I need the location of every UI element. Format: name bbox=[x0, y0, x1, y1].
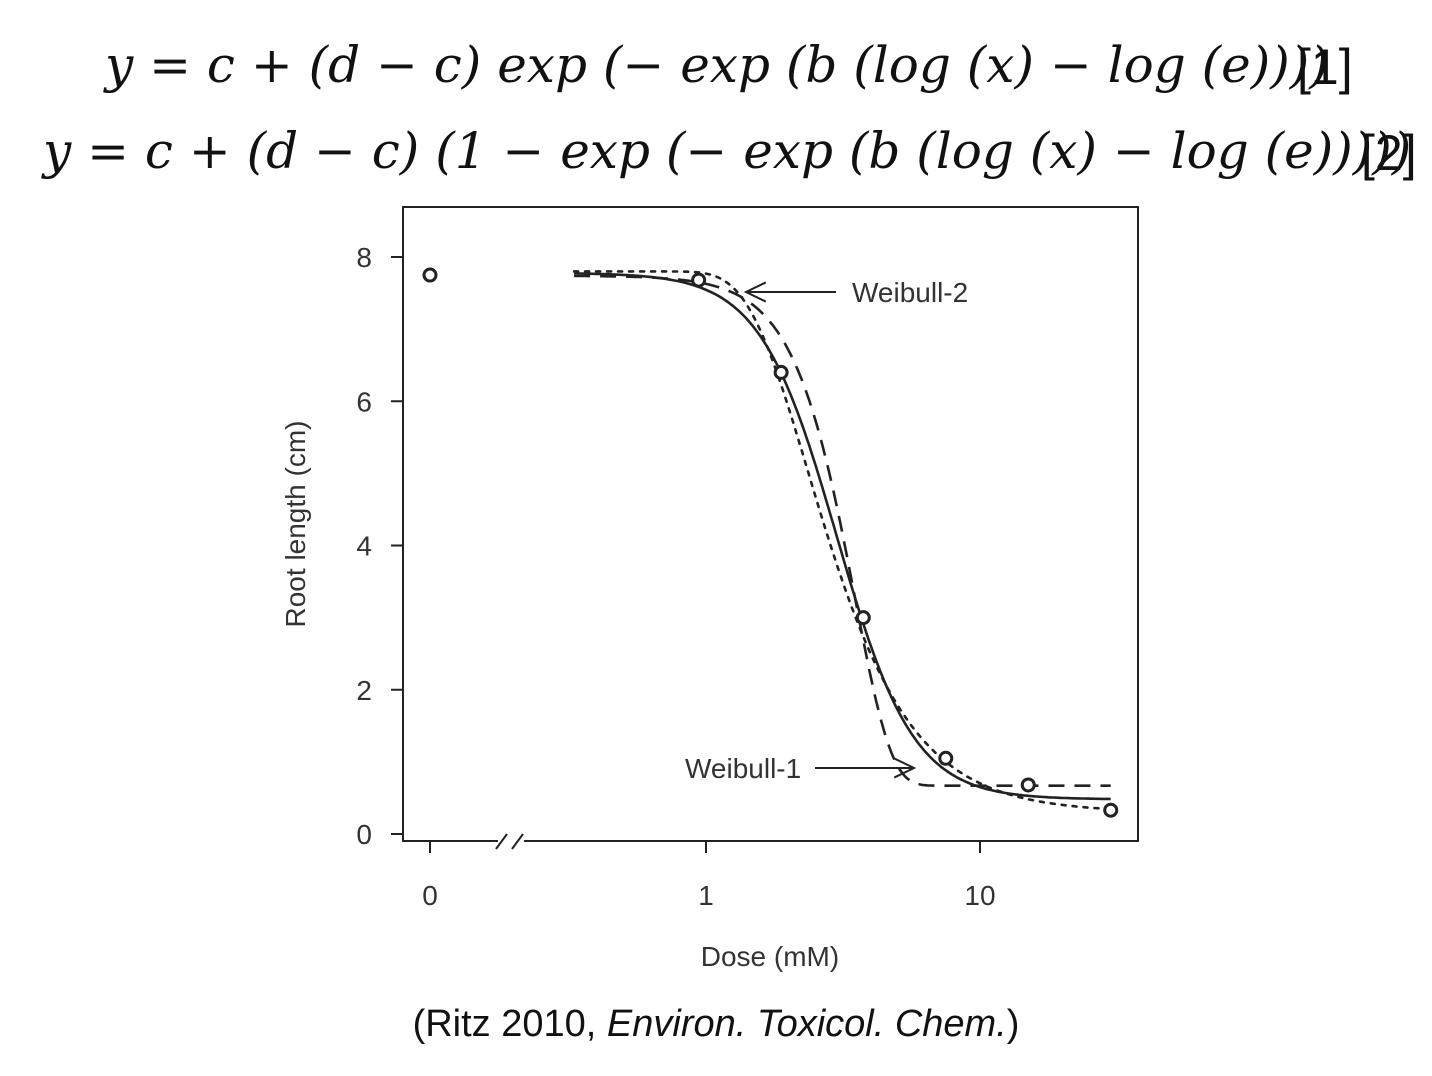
equation-2: y = c + (d − c) (1 − exp (− exp (b (log … bbox=[43, 122, 1423, 192]
axis-break-mark bbox=[495, 833, 508, 850]
y-tick-label: 0 bbox=[356, 819, 372, 850]
annotation-weibull-2: Weibull-2 bbox=[852, 277, 968, 308]
citation: (Ritz 2010, Environ. Toxicol. Chem.) bbox=[0, 1003, 1432, 1046]
equation-2-expression: y = c + (d − c) (1 − exp (− exp (b (log … bbox=[43, 122, 1412, 180]
curve-dotted bbox=[572, 270, 1112, 811]
data-point bbox=[1103, 802, 1119, 818]
data-points bbox=[422, 267, 1119, 818]
fitted-curves bbox=[572, 270, 1112, 811]
annotation-arrow-head bbox=[893, 757, 917, 779]
axis-break-mark bbox=[511, 833, 524, 850]
y-tick-label: 6 bbox=[356, 386, 372, 417]
y-tick-label: 2 bbox=[356, 675, 372, 706]
curve-dashed bbox=[574, 274, 1111, 787]
x-axis: 0 1 10 bbox=[422, 833, 996, 911]
x-tick-label: 1 bbox=[698, 880, 714, 911]
x-axis-label: Dose (mM) bbox=[701, 941, 839, 972]
data-point bbox=[938, 750, 954, 766]
y-tick-label: 8 bbox=[356, 242, 372, 273]
curve-solid bbox=[574, 272, 1111, 801]
annotation-arrow-head bbox=[743, 281, 767, 303]
y-tick-label: 4 bbox=[356, 531, 372, 562]
equation-1-label: [1] bbox=[1297, 39, 1353, 95]
y-axis: 0 2 4 6 8 bbox=[356, 242, 404, 850]
equation-1: y = c + (d − c) exp (− exp (b (log (x) −… bbox=[105, 36, 1405, 106]
equation-2-label: [2] bbox=[1361, 125, 1417, 181]
y-axis-label: Root length (cm) bbox=[280, 421, 311, 628]
equation-1-expression: y = c + (d − c) exp (− exp (b (log (x) −… bbox=[105, 36, 1329, 94]
x-tick-label: 0 bbox=[422, 880, 438, 911]
x-tick-label: 10 bbox=[964, 880, 995, 911]
plot-frame bbox=[402, 206, 1139, 842]
data-point bbox=[855, 610, 871, 626]
data-point bbox=[1020, 777, 1036, 793]
annotation-weibull-1: Weibull-1 bbox=[685, 753, 801, 784]
annotations: Weibull-2 Weibull-1 bbox=[685, 277, 968, 784]
citation-journal: Environ. Toxicol. Chem. bbox=[606, 1003, 1007, 1045]
citation-suffix: ) bbox=[1006, 1003, 1020, 1045]
data-point bbox=[422, 267, 438, 283]
citation-prefix: (Ritz 2010, bbox=[412, 1003, 607, 1045]
data-point bbox=[691, 272, 707, 288]
data-point bbox=[773, 364, 789, 380]
